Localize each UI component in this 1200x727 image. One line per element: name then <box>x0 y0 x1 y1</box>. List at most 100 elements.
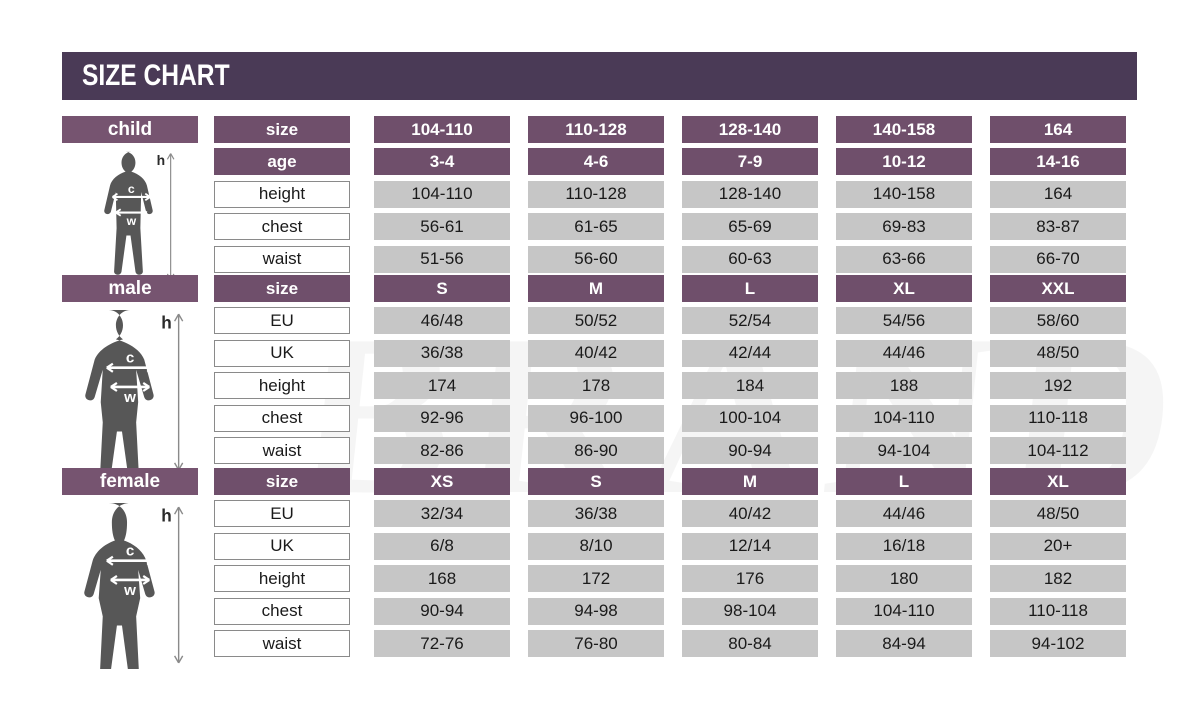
chest-measure-line <box>105 362 154 373</box>
cell-female-height-0: 168 <box>374 565 510 593</box>
row-label-male-UK: UK <box>214 339 350 367</box>
cell-female-UK-0: 6/8 <box>374 532 510 560</box>
waist-label: w <box>123 582 136 599</box>
cell-male-UK-4: 48/50 <box>990 339 1126 367</box>
chest-measure-line <box>105 555 154 566</box>
column-header-child-0: 3-4 <box>374 148 510 176</box>
female-silhouette-svg: c w h <box>84 503 184 683</box>
cell-female-UK-2: 12/14 <box>682 532 818 560</box>
cell-male-UK-2: 42/44 <box>682 339 818 367</box>
waist-measure-line <box>110 381 150 392</box>
chest-measure-line <box>112 192 152 201</box>
row-label-male-waist: waist <box>214 437 350 464</box>
cell-female-waist-0: 72-76 <box>374 630 510 657</box>
page-title: SIZE CHART <box>82 59 230 92</box>
row-header-female-size: size <box>214 468 350 495</box>
row-label-female-EU: EU <box>214 500 350 528</box>
column-header-female-4: XL <box>990 468 1126 495</box>
category-label-child: child <box>62 116 198 143</box>
cell-child-chest-3: 69-83 <box>836 213 972 241</box>
column-header-child-4: 164 <box>990 116 1126 143</box>
cell-male-waist-2: 90-94 <box>682 437 818 464</box>
column-header-female-1: S <box>528 468 664 495</box>
child-silhouette: c w h <box>90 147 189 285</box>
cell-male-EU-3: 54/56 <box>836 307 972 335</box>
column-header-female-3: L <box>836 468 972 495</box>
height-label: h <box>161 312 172 332</box>
column-header-child-3: 10-12 <box>836 148 972 176</box>
cell-male-chest-0: 92-96 <box>374 404 510 432</box>
cell-male-waist-1: 86-90 <box>528 437 664 464</box>
cell-male-height-0: 174 <box>374 372 510 400</box>
cell-male-height-2: 184 <box>682 372 818 400</box>
cell-female-height-1: 172 <box>528 565 664 593</box>
row-label-female-chest: chest <box>214 597 350 625</box>
column-header-male-4: XXL <box>990 275 1126 302</box>
waist-label: w <box>123 389 136 406</box>
cell-female-chest-0: 90-94 <box>374 597 510 625</box>
cell-female-waist-3: 84-94 <box>836 630 972 657</box>
row-label-male-chest: chest <box>214 404 350 432</box>
female-silhouette: c w h <box>79 499 201 683</box>
cell-female-waist-4: 94-102 <box>990 630 1126 657</box>
cell-child-waist-2: 60-63 <box>682 245 818 273</box>
cell-child-height-4: 164 <box>990 180 1126 208</box>
height-measure-arrow <box>173 313 184 471</box>
cell-female-EU-2: 40/42 <box>682 500 818 528</box>
cell-female-height-3: 180 <box>836 565 972 593</box>
row-label-child-height: height <box>214 180 350 208</box>
height-measure-arrow <box>173 506 184 664</box>
cell-male-waist-3: 94-104 <box>836 437 972 464</box>
row-label-female-height: height <box>214 565 350 593</box>
chest-label: c <box>128 182 135 196</box>
row-header-male-size: size <box>214 275 350 302</box>
column-header-female-2: M <box>682 468 818 495</box>
child-silhouette-svg: c w h <box>104 151 175 280</box>
column-header-child-1: 4-6 <box>528 148 664 176</box>
column-header-child-1: 110-128 <box>528 116 664 143</box>
cell-male-UK-0: 36/38 <box>374 339 510 367</box>
cell-child-waist-1: 56-60 <box>528 245 664 273</box>
column-header-male-3: XL <box>836 275 972 302</box>
cell-female-EU-4: 48/50 <box>990 500 1126 528</box>
row-label-female-waist: waist <box>214 630 350 657</box>
cell-child-waist-3: 63-66 <box>836 245 972 273</box>
chest-label: c <box>126 350 134 367</box>
cell-female-EU-0: 32/34 <box>374 500 510 528</box>
column-header-child-2: 128-140 <box>682 116 818 143</box>
cell-male-chest-4: 110-118 <box>990 404 1126 432</box>
height-measure-arrow <box>167 153 175 280</box>
cell-child-height-3: 140-158 <box>836 180 972 208</box>
cell-female-waist-2: 80-84 <box>682 630 818 657</box>
cell-male-chest-1: 96-100 <box>528 404 664 432</box>
cell-female-waist-1: 76-80 <box>528 630 664 657</box>
cell-male-height-4: 192 <box>990 372 1126 400</box>
cell-male-height-1: 178 <box>528 372 664 400</box>
cell-child-height-1: 110-128 <box>528 180 664 208</box>
cell-male-UK-3: 44/46 <box>836 339 972 367</box>
column-header-female-0: XS <box>374 468 510 495</box>
cell-male-EU-4: 58/60 <box>990 307 1126 335</box>
cell-male-waist-4: 104-112 <box>990 437 1126 464</box>
category-label-female: female <box>62 468 198 495</box>
cell-female-chest-2: 98-104 <box>682 597 818 625</box>
row-label-child-waist: waist <box>214 245 350 273</box>
cell-female-EU-1: 36/38 <box>528 500 664 528</box>
column-header-child-4: 14-16 <box>990 148 1126 176</box>
cell-male-EU-2: 52/54 <box>682 307 818 335</box>
cell-child-height-0: 104-110 <box>374 180 510 208</box>
title-bar: SIZE CHART <box>62 52 1137 100</box>
cell-child-chest-4: 83-87 <box>990 213 1126 241</box>
cell-female-UK-4: 20+ <box>990 532 1126 560</box>
waist-label: w <box>126 214 137 228</box>
cell-child-height-2: 128-140 <box>682 180 818 208</box>
cell-child-chest-0: 56-61 <box>374 213 510 241</box>
cell-female-height-2: 176 <box>682 565 818 593</box>
row-header-child-age: age <box>214 148 350 176</box>
row-label-female-UK: UK <box>214 532 350 560</box>
row-label-male-height: height <box>214 372 350 400</box>
cell-female-chest-4: 110-118 <box>990 597 1126 625</box>
male-silhouette-svg: c w h <box>85 310 184 487</box>
cell-female-height-4: 182 <box>990 565 1126 593</box>
column-header-male-0: S <box>374 275 510 302</box>
